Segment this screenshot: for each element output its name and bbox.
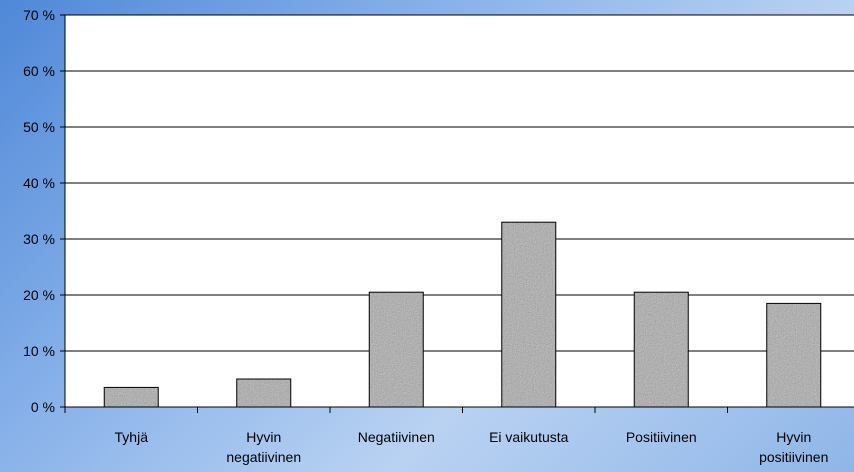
y-tick-label: 10 % xyxy=(23,343,55,359)
plot-area xyxy=(65,15,854,407)
y-tick-label: 60 % xyxy=(23,63,55,79)
x-tick-label: Hyvin negatiivinen xyxy=(226,429,301,465)
x-tick-label: Negatiivinen xyxy=(358,429,435,445)
bar xyxy=(236,378,292,408)
y-tick-label: 40 % xyxy=(23,175,55,191)
x-tick-labels: Tyhjä Hyvin negatiivinen Negatiivinen Ei vai… xyxy=(115,429,829,465)
x-tick-label: Positiivinen xyxy=(626,429,697,445)
y-tick-label: 0 % xyxy=(31,399,55,415)
bar xyxy=(633,291,689,408)
y-tick-label: 20 % xyxy=(23,287,55,303)
y-tick-label: 70 % xyxy=(23,7,55,23)
axes xyxy=(64,15,854,413)
gridlines xyxy=(60,14,854,408)
x-tick-label: Tyhjä xyxy=(115,429,149,445)
x-tick-label: Hyvin positiivinen xyxy=(759,429,828,465)
bar xyxy=(501,221,557,408)
bar-texture xyxy=(104,387,159,407)
x-tick-label: Ei vaikutusta xyxy=(489,429,569,445)
bar-texture xyxy=(369,292,424,407)
bar-texture xyxy=(501,222,556,407)
bar-texture xyxy=(634,292,689,407)
bar xyxy=(766,302,822,408)
y-tick-label: 30 % xyxy=(23,231,55,247)
bar-texture xyxy=(766,303,821,407)
bar xyxy=(368,291,424,408)
bars xyxy=(103,221,822,408)
y-tick-labels: 0 % 10 % 20 % 30 % 40 % 50 % 60 % 70 % xyxy=(23,7,55,415)
bar-texture xyxy=(236,379,291,407)
y-tick-label: 50 % xyxy=(23,119,55,135)
bar xyxy=(103,386,159,408)
